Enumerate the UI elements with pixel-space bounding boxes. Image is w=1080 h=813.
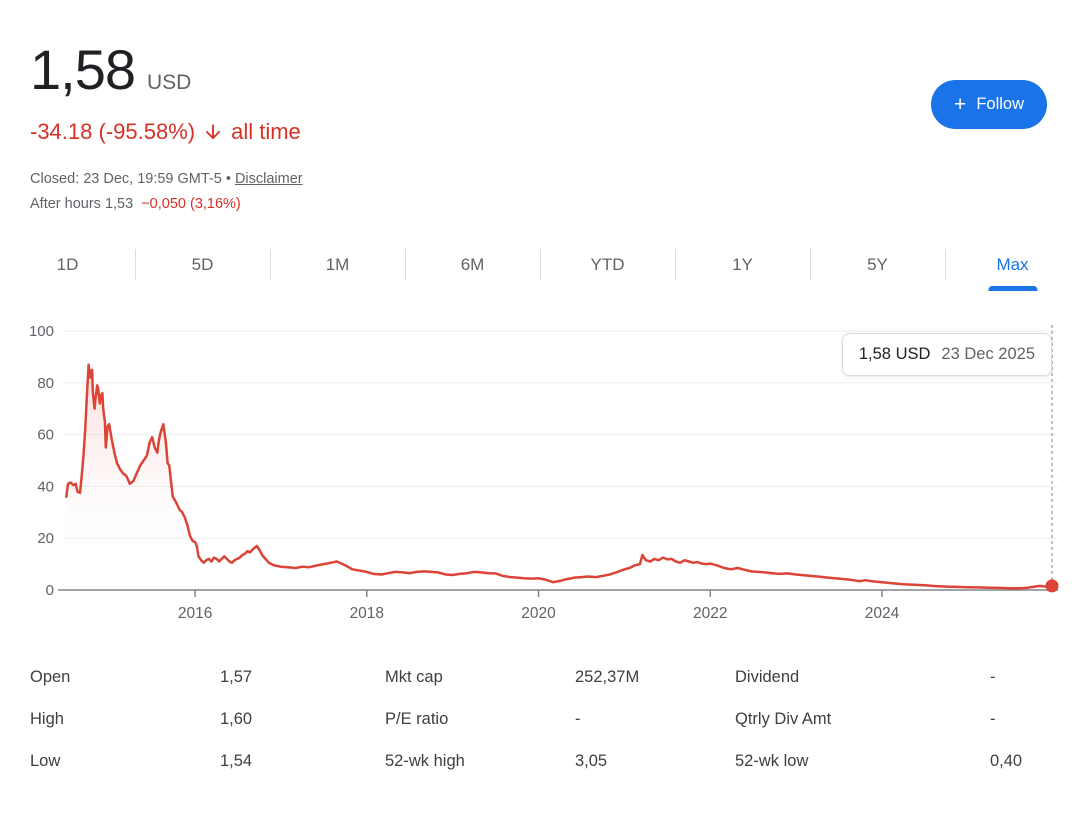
after-hours-row: After hours 1,53 −0,050 (3,16%) [30,194,1080,214]
x-axis-label: 2020 [521,605,556,622]
tooltip-date: 23 Dec 2025 [941,345,1035,363]
price-change-row: -34.18 (-95.58%) all time [30,117,1080,147]
tab-1d[interactable]: 1D [0,239,135,291]
stat-label: Low [30,751,61,770]
tab-5d[interactable]: 5D [135,239,270,291]
stat-value: - [990,709,996,728]
stat-label: P/E ratio [385,709,449,728]
stat-value: 252,37M [575,667,640,686]
currency-label: USD [147,71,192,94]
x-axis-label: 2018 [350,605,384,622]
stat-value: - [990,667,996,686]
after-hours-change: −0,050 (3,16%) [141,196,241,212]
tab-label: 1Y [732,255,753,274]
price-chart-area: 0 20 40 60 80 100 2016 2018 2020 2022 2024 1,58 US… [0,313,1080,645]
stat-value: 1,54 [220,751,253,770]
y-axis-label: 60 [37,427,54,444]
price-row: 1,58 USD [30,42,1080,111]
key-stats-table: Open 1,57 Mkt cap 252,37M Dividend - High 1,60 P… [0,656,1080,782]
tab-label: YTD [590,255,625,274]
tab-label: 6M [460,255,485,274]
stat-value: 1,57 [220,667,253,686]
price-line [65,363,1054,590]
stock-quote-page: + Follow 1,58 USD -34.18 (-95.58%) all t… [0,42,1080,813]
quote-header: 1,58 USD -34.18 (-95.58%) all time Close… [0,42,1080,214]
tab-label: 5D [191,255,214,274]
stat-label: Qtrly Div Amt [735,709,832,728]
tab-1m[interactable]: 1M [270,239,405,291]
time-range-tabs: 1D 5D 1M 6M YTD 1Y 5Y Max [0,239,1080,291]
chart-tooltip: 1,58 USD 23 Dec 2025 [841,333,1052,376]
y-axis-label: 40 [37,478,54,495]
stat-label: Dividend [735,667,800,686]
disclaimer-link[interactable]: Disclaimer [234,171,303,187]
stat-label: Open [30,667,71,686]
current-price: 1,58 [30,38,136,101]
x-axis-label: 2022 [693,605,727,622]
tab-label: 1D [56,255,79,274]
price-area-fill [66,364,1053,590]
stat-label: Mkt cap [385,667,443,686]
stat-label: 52-wk low [735,751,809,770]
follow-button-label: Follow [976,95,1024,113]
stat-value: 3,05 [575,751,608,770]
x-axis-label: 2024 [865,605,900,622]
follow-button[interactable]: + Follow [931,80,1047,129]
y-axis-label: 0 [46,582,54,599]
stat-label: 52-wk high [385,751,465,770]
stat-label: High [30,709,64,728]
arrow-down-icon [205,124,221,140]
price-chart[interactable]: 0 20 40 60 80 100 2016 2018 2020 2022 2024 [0,313,1080,645]
tooltip-price: 1,58 USD [858,345,931,363]
y-axis-label: 20 [37,530,54,547]
tab-label: 5Y [867,255,888,274]
tab-ytd[interactable]: YTD [540,239,675,291]
after-hours-price: After hours 1,53 [30,196,134,212]
tab-label: Max [996,255,1029,274]
stat-value: 1,60 [220,709,253,728]
change-period: all time [231,119,301,144]
tab-max[interactable]: Max [945,239,1080,291]
tab-label: 1M [325,255,350,274]
tab-5y[interactable]: 5Y [810,239,945,291]
stat-value: 0,40 [990,751,1023,770]
tab-6m[interactable]: 6M [405,239,540,291]
x-axis-label: 2016 [178,605,212,622]
plus-icon: + [954,93,967,116]
active-tab-indicator [988,286,1037,291]
market-status-row: Closed: 23 Dec, 19:59 GMT-5 • Disclaimer [30,169,1080,189]
market-status-text: Closed: 23 Dec, 19:59 GMT-5 • [30,171,231,187]
last-point-marker [1045,579,1059,593]
price-change: -34.18 (-95.58%) [30,119,196,144]
stat-value: - [575,709,581,728]
y-axis-label: 100 [29,323,54,340]
y-axis-label: 80 [37,375,54,392]
tab-1y[interactable]: 1Y [675,239,810,291]
